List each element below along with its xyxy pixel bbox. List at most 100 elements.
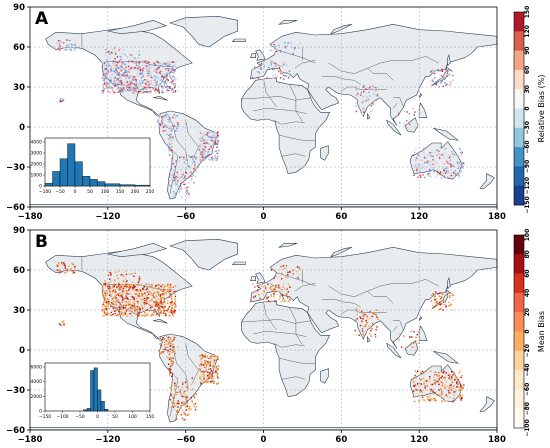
station-marker	[260, 283, 263, 286]
station-marker	[459, 395, 462, 397]
station-marker	[274, 290, 276, 293]
station-marker	[108, 63, 110, 65]
station-marker	[275, 45, 277, 48]
station-marker	[132, 298, 134, 300]
station-marker	[270, 293, 272, 296]
station-marker	[283, 63, 285, 66]
station-marker	[175, 402, 177, 404]
station-marker	[174, 405, 176, 407]
station-marker	[141, 304, 143, 306]
station-marker	[287, 271, 289, 274]
station-marker	[437, 69, 439, 71]
station-marker	[144, 62, 146, 65]
station-marker	[113, 284, 115, 286]
station-marker	[164, 337, 166, 340]
y-tick-label: 30	[13, 83, 25, 93]
station-marker	[416, 372, 418, 374]
station-marker	[117, 299, 119, 301]
station-marker	[168, 121, 170, 123]
station-marker	[436, 172, 439, 174]
station-marker	[410, 330, 412, 333]
station-marker	[123, 290, 125, 292]
station-marker	[104, 49, 107, 51]
station-marker	[158, 284, 160, 286]
station-marker	[123, 300, 125, 302]
station-marker	[106, 311, 109, 313]
station-marker	[159, 305, 161, 308]
station-marker	[363, 89, 365, 92]
station-marker	[126, 73, 128, 75]
station-marker	[128, 303, 131, 306]
station-marker	[204, 158, 207, 160]
station-marker	[191, 175, 193, 177]
station-marker	[172, 191, 175, 193]
station-marker	[438, 86, 440, 88]
colorbar-segment	[514, 69, 524, 90]
station-marker	[209, 381, 212, 383]
station-marker	[423, 151, 425, 153]
station-marker	[165, 63, 167, 65]
station-marker	[412, 390, 415, 392]
station-marker	[176, 122, 179, 124]
station-marker	[145, 314, 147, 317]
station-marker	[143, 285, 146, 288]
station-marker	[165, 292, 167, 294]
station-marker	[435, 176, 438, 178]
station-marker	[164, 303, 166, 305]
station-marker	[449, 172, 451, 174]
station-marker	[186, 192, 188, 195]
station-marker	[434, 382, 437, 384]
station-marker	[294, 48, 296, 51]
station-marker	[101, 77, 104, 79]
station-marker	[286, 288, 288, 290]
station-marker	[209, 131, 211, 133]
station-marker	[462, 165, 465, 167]
colorbar-segment	[514, 331, 524, 352]
station-marker	[110, 77, 113, 79]
station-marker	[178, 402, 180, 405]
station-marker	[368, 318, 371, 320]
station-marker	[174, 86, 176, 88]
station-marker	[146, 78, 148, 81]
station-marker	[116, 286, 118, 288]
station-marker	[110, 272, 112, 274]
station-marker	[415, 157, 418, 159]
station-marker	[452, 74, 454, 77]
station-marker	[163, 305, 166, 308]
station-marker	[370, 103, 372, 105]
station-marker	[134, 283, 136, 286]
station-marker	[461, 171, 463, 173]
station-marker	[174, 84, 176, 87]
y-tick-label: 60	[13, 43, 25, 53]
country-border	[279, 357, 316, 364]
station-marker	[289, 271, 291, 273]
station-marker	[419, 164, 421, 167]
station-marker	[176, 411, 178, 413]
station-marker	[199, 362, 202, 365]
station-marker	[138, 295, 141, 298]
station-marker	[208, 374, 211, 376]
station-marker	[130, 315, 133, 317]
station-marker	[107, 274, 110, 276]
station-marker	[213, 362, 216, 364]
station-marker	[153, 302, 155, 304]
station-marker	[427, 400, 429, 402]
station-marker	[285, 294, 288, 296]
station-marker	[214, 157, 217, 159]
station-marker	[278, 44, 280, 47]
station-marker	[140, 74, 142, 76]
station-marker	[104, 315, 106, 317]
station-marker	[201, 154, 203, 156]
station-marker	[272, 46, 275, 48]
station-marker	[154, 305, 156, 308]
station-marker	[426, 169, 428, 172]
station-marker	[215, 359, 217, 361]
colorbar-tick-label: −40	[524, 363, 531, 376]
station-marker	[428, 380, 431, 382]
station-marker	[171, 298, 173, 300]
station-marker	[166, 310, 169, 312]
station-marker	[145, 91, 147, 93]
station-marker	[459, 397, 462, 400]
station-marker	[70, 267, 72, 270]
